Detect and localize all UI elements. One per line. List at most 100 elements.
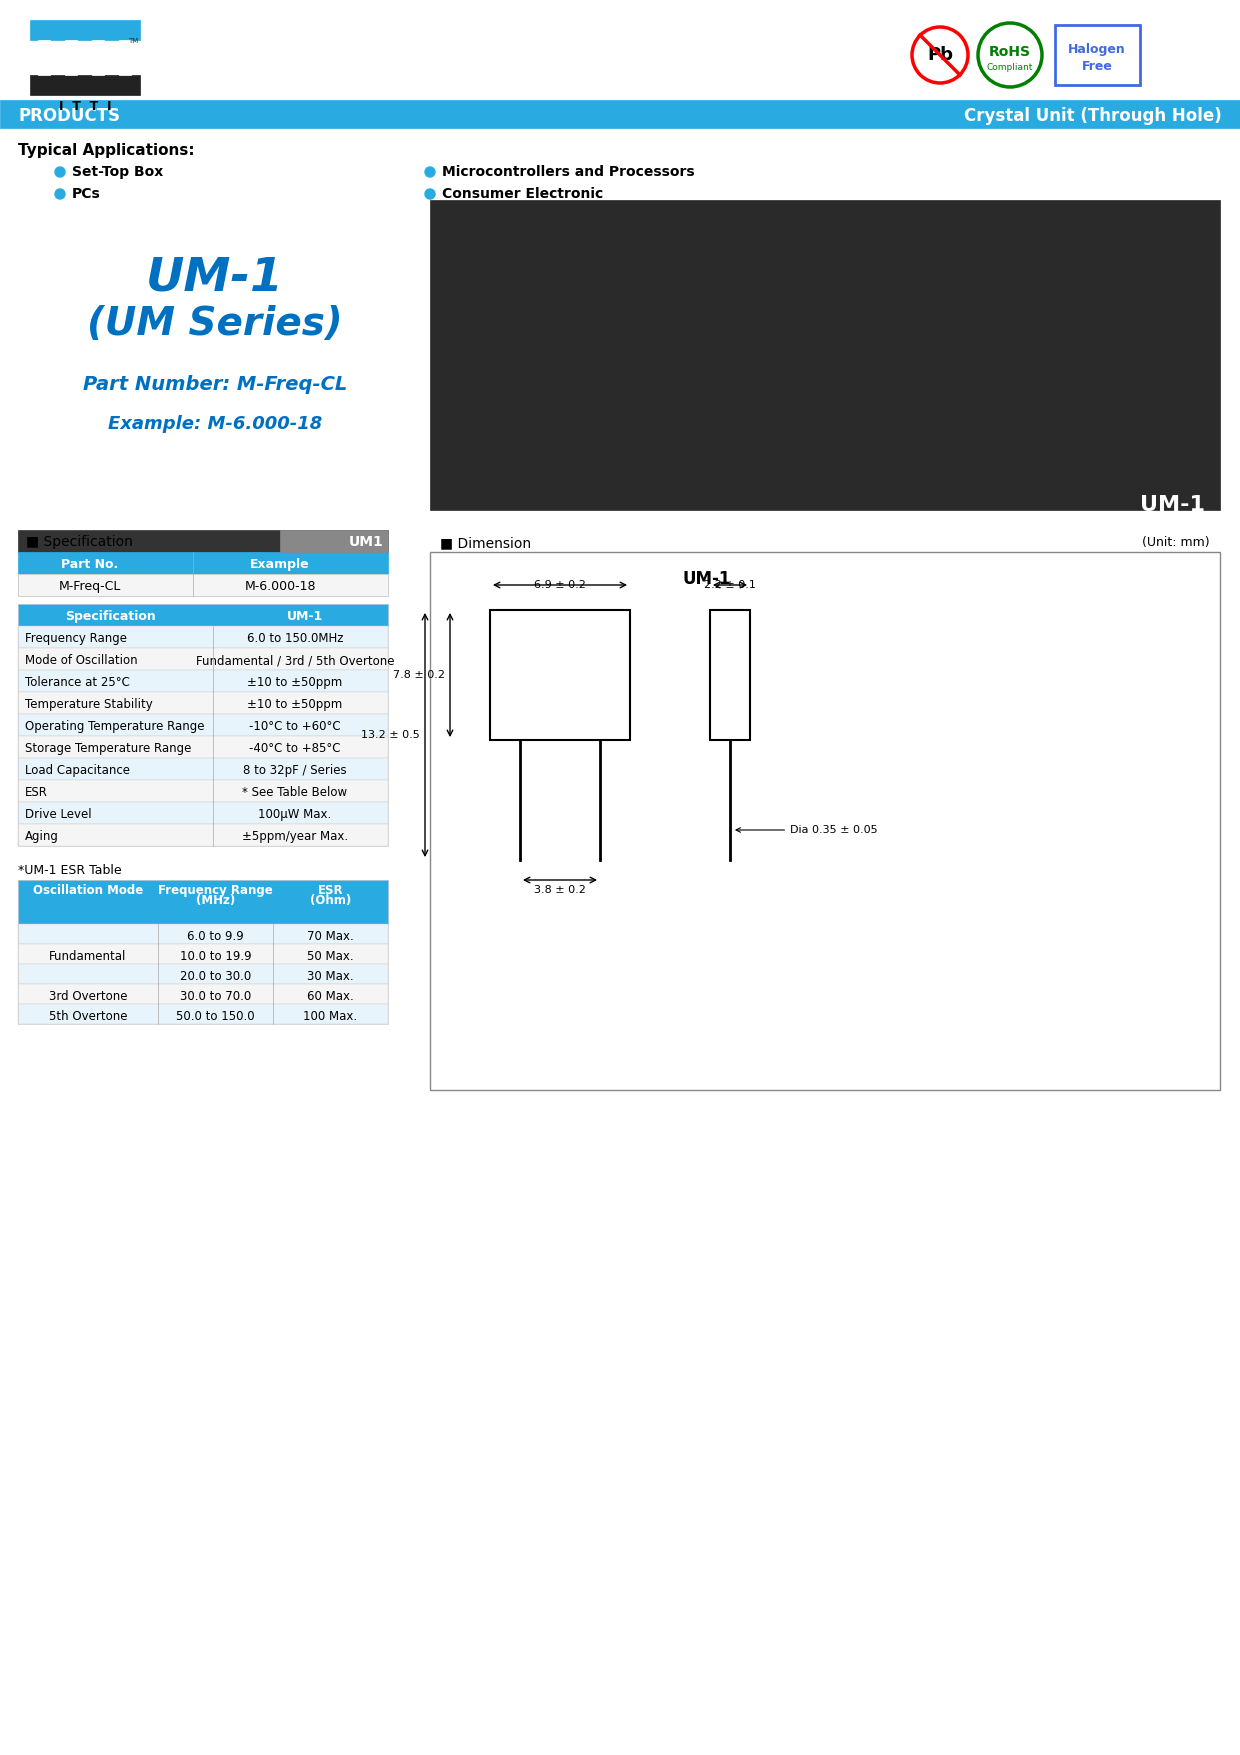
Text: (Ohm): (Ohm) [310, 893, 351, 907]
Bar [19, 648, 388, 670]
Text: M-Freq-CL: M-Freq-CL [58, 579, 122, 593]
Text: Mode of Oscillation: Mode of Oscillation [25, 655, 138, 667]
Text: 7.8 ± 0.2: 7.8 ± 0.2 [393, 670, 445, 679]
Bar [280, 530, 388, 553]
Text: Microcontrollers and Processors: Microcontrollers and Processors [441, 165, 694, 179]
Text: 2.2 ± 0.1: 2.2 ± 0.1 [704, 579, 756, 590]
Text: Example: Example [250, 558, 310, 570]
Text: Specification: Specification [64, 611, 155, 623]
Text: Compliant: Compliant [987, 63, 1033, 72]
Text: *UM-1 ESR Table: *UM-1 ESR Table [19, 863, 122, 878]
Text: 100 Max.: 100 Max. [304, 1009, 357, 1023]
Text: Set-Top Box: Set-Top Box [72, 165, 164, 179]
Bar [64, 40, 77, 75]
Bar [19, 574, 388, 597]
Text: Fundamental: Fundamental [50, 949, 126, 963]
Text: 60 Max.: 60 Max. [308, 990, 353, 1004]
Bar [430, 200, 1220, 511]
Bar [19, 1004, 388, 1023]
Text: Halogen: Halogen [1068, 44, 1126, 56]
Text: Temperature Stability: Temperature Stability [25, 698, 153, 711]
Bar [19, 879, 388, 923]
Bar [119, 40, 131, 75]
Text: 6.0 to 150.0MHz: 6.0 to 150.0MHz [247, 632, 343, 646]
Text: 5th Overtone: 5th Overtone [48, 1009, 128, 1023]
Bar [430, 553, 1220, 1090]
Text: Storage Temperature Range: Storage Temperature Range [25, 742, 191, 755]
Text: 30 Max.: 30 Max. [308, 971, 353, 983]
Text: 6.0 to 9.9: 6.0 to 9.9 [187, 930, 244, 942]
Text: Fundamental / 3rd / 5th Overtone: Fundamental / 3rd / 5th Overtone [196, 655, 394, 667]
Text: ±10 to ±50ppm: ±10 to ±50ppm [247, 676, 342, 690]
Text: 10.0 to 19.9: 10.0 to 19.9 [180, 949, 252, 963]
Text: PCs: PCs [72, 188, 100, 202]
Bar [19, 944, 388, 963]
Text: I  T  T  I: I T T I [58, 100, 112, 112]
Text: Part No.: Part No. [61, 558, 119, 570]
Text: UM-1: UM-1 [286, 611, 324, 623]
Text: Pb: Pb [928, 46, 954, 63]
Text: Operating Temperature Range: Operating Temperature Range [25, 720, 205, 734]
Bar [19, 802, 388, 825]
Text: PRODUCTS: PRODUCTS [19, 107, 120, 125]
Text: UM-1: UM-1 [1140, 495, 1205, 514]
Text: -10°C to +60°C: -10°C to +60°C [249, 720, 341, 734]
Bar [19, 574, 388, 597]
Bar [38, 40, 50, 75]
Text: Aging: Aging [25, 830, 58, 842]
Text: 20.0 to 30.0: 20.0 to 30.0 [180, 971, 252, 983]
Circle shape [55, 167, 64, 177]
Text: Tolerance at 25°C: Tolerance at 25°C [25, 676, 130, 690]
Bar [19, 714, 388, 735]
Text: ESR: ESR [25, 786, 48, 799]
Text: 70 Max.: 70 Max. [308, 930, 353, 942]
Text: Dia 0.35 ± 0.05: Dia 0.35 ± 0.05 [737, 825, 878, 835]
Bar [19, 627, 388, 648]
Text: Frequency Range: Frequency Range [25, 632, 126, 646]
Text: 8 to 32pF / Series: 8 to 32pF / Series [243, 763, 347, 777]
Bar [19, 604, 388, 846]
Text: 3.8 ± 0.2: 3.8 ± 0.2 [534, 885, 587, 895]
Bar [19, 735, 388, 758]
Text: ±10 to ±50ppm: ±10 to ±50ppm [247, 698, 342, 711]
Bar [19, 923, 388, 944]
Text: Consumer Electronic: Consumer Electronic [441, 188, 603, 202]
Bar [30, 75, 140, 95]
Circle shape [425, 167, 435, 177]
Bar [490, 611, 630, 741]
Bar [19, 670, 388, 691]
Text: UM-1: UM-1 [146, 254, 284, 300]
Bar [19, 779, 388, 802]
Bar [19, 879, 388, 1023]
Text: TM: TM [128, 39, 138, 44]
Text: * See Table Below: * See Table Below [243, 786, 347, 799]
Bar [19, 691, 388, 714]
Text: Load Capacitance: Load Capacitance [25, 763, 130, 777]
Text: Crystal Unit (Through Hole): Crystal Unit (Through Hole) [965, 107, 1221, 125]
Bar [19, 758, 388, 779]
Bar [19, 825, 388, 846]
Text: (MHz): (MHz) [196, 893, 236, 907]
Text: 50 Max.: 50 Max. [308, 949, 353, 963]
Text: -40°C to +85°C: -40°C to +85°C [249, 742, 341, 755]
Bar [19, 530, 388, 553]
Bar [0, 100, 1240, 128]
Bar [711, 611, 750, 741]
Bar [92, 40, 104, 75]
Text: Drive Level: Drive Level [25, 807, 92, 821]
Text: (Unit: mm): (Unit: mm) [1142, 535, 1210, 549]
Bar [19, 553, 388, 574]
Text: UM1: UM1 [348, 535, 383, 549]
Text: 50.0 to 150.0: 50.0 to 150.0 [176, 1009, 254, 1023]
Text: (UM Series): (UM Series) [87, 305, 342, 342]
Text: ±5ppm/year Max.: ±5ppm/year Max. [242, 830, 348, 842]
Text: Example: M-6.000-18: Example: M-6.000-18 [108, 414, 322, 433]
Text: ■ Dimension: ■ Dimension [440, 535, 531, 549]
Text: Oscillation Mode: Oscillation Mode [33, 885, 143, 897]
Text: ■ Specification: ■ Specification [26, 535, 133, 549]
Bar [1055, 25, 1140, 84]
Text: 13.2 ± 0.5: 13.2 ± 0.5 [361, 730, 420, 741]
Bar [19, 604, 388, 627]
Text: UM-1: UM-1 [682, 570, 730, 588]
Text: Frequency Range: Frequency Range [159, 885, 273, 897]
